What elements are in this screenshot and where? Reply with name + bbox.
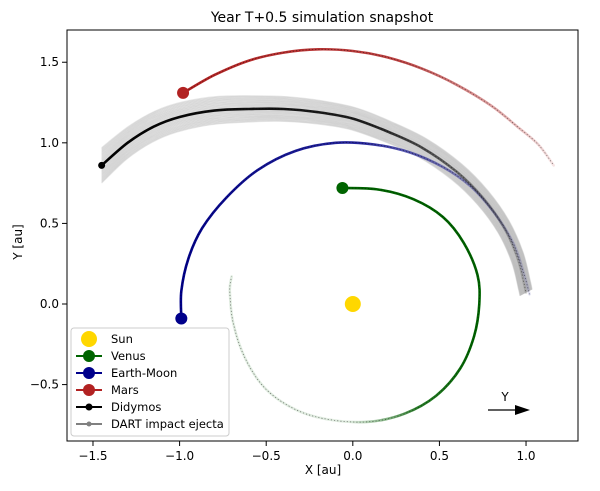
legend-label-dart-impact-ejecta: DART impact ejecta bbox=[111, 417, 224, 431]
ejecta-trajectory bbox=[101, 116, 523, 295]
legend-label-venus: Venus bbox=[111, 349, 146, 363]
ejecta-trajectory bbox=[101, 101, 530, 292]
y-tick-label: 1.0 bbox=[40, 136, 59, 150]
legend-label-earth-moon: Earth-Moon bbox=[111, 366, 177, 380]
legend-swatch-sun bbox=[81, 331, 97, 347]
earth-moon-trail bbox=[179, 141, 531, 320]
ejecta-trajectory bbox=[101, 110, 526, 294]
mars-trail-dots bbox=[182, 48, 554, 166]
legend-label-mars: Mars bbox=[111, 383, 139, 397]
ejecta-trajectory bbox=[101, 102, 530, 292]
plot-frame bbox=[66, 29, 579, 442]
direction-arrow-head bbox=[515, 405, 530, 415]
ejecta-trajectory bbox=[101, 118, 522, 296]
legend-swatch-dart-impact-ejecta bbox=[86, 421, 92, 427]
ejecta-trajectory bbox=[101, 100, 531, 291]
ejecta-trajectory bbox=[101, 109, 527, 294]
ejecta-trajectory bbox=[101, 114, 524, 295]
direction-label: Y bbox=[500, 390, 509, 404]
ejecta-trajectory bbox=[101, 103, 529, 292]
legend: Sun Venus Earth-Moon Mars Didymos DART impact… bbox=[70, 327, 230, 437]
ejecta-trajectory bbox=[101, 115, 524, 295]
ejecta-trajectory bbox=[101, 113, 524, 295]
x-tick-label: −1.5 bbox=[78, 449, 107, 463]
didymos-trail-dots bbox=[101, 108, 527, 293]
plot-area bbox=[66, 29, 579, 442]
x-tick-label: 0.5 bbox=[430, 449, 449, 463]
didymos-marker bbox=[98, 161, 106, 169]
ejecta-trajectory bbox=[101, 109, 526, 294]
earth-moon-trail-dots bbox=[180, 142, 530, 319]
ejecta-trajectory bbox=[101, 97, 532, 291]
legend-label-didymos: Didymos bbox=[111, 400, 161, 414]
ejecta-trajectory bbox=[101, 99, 531, 291]
legend-swatch-venus bbox=[83, 350, 95, 362]
legend-label-sun: Sun bbox=[111, 332, 133, 346]
x-tick-label: −1.0 bbox=[165, 449, 194, 463]
direction-indicator: Y bbox=[488, 390, 530, 415]
ejecta-trajectory bbox=[101, 96, 533, 290]
x-tick-label: −0.5 bbox=[252, 449, 281, 463]
ejecta-trajectory bbox=[101, 119, 521, 296]
y-tick-label: −0.5 bbox=[30, 378, 59, 392]
ejecta-trajectory bbox=[101, 95, 533, 290]
ejecta-trajectory bbox=[101, 101, 530, 292]
x-tick-label: 1.0 bbox=[516, 449, 535, 463]
ejecta-trajectory bbox=[101, 120, 521, 297]
ejecta-trajectory bbox=[101, 119, 522, 296]
ejecta-trajectory bbox=[101, 117, 523, 296]
ejecta-trajectory bbox=[101, 103, 529, 292]
ejecta-trajectory bbox=[101, 95, 533, 290]
y-tick-label: 0.0 bbox=[40, 297, 59, 311]
ejecta-trajectory bbox=[101, 118, 522, 296]
earth-moon-marker bbox=[175, 312, 188, 325]
axis-ticks: −1.5 −1.0 −0.5 0.0 0.5 1.0 −0.5 0.0 0.5 1.0 1.5 bbox=[30, 55, 536, 463]
y-tick-label: 0.5 bbox=[40, 216, 59, 230]
legend-swatch-didymos bbox=[85, 403, 93, 411]
chart-title: Year T+0.5 simulation snapshot bbox=[210, 10, 434, 26]
ejecta-trajectory bbox=[101, 116, 523, 295]
mars-marker bbox=[177, 86, 190, 99]
venus-trail bbox=[228, 186, 481, 424]
legend-swatch-mars bbox=[83, 384, 95, 396]
legend-swatch-earth-moon bbox=[83, 367, 95, 379]
venus-marker bbox=[336, 181, 349, 194]
ejecta-trajectory bbox=[101, 99, 531, 291]
x-tick-label: 0.0 bbox=[343, 449, 362, 463]
y-tick-label: 1.5 bbox=[40, 55, 59, 69]
ejecta-trajectory bbox=[101, 112, 525, 294]
ejecta-trajectory bbox=[101, 97, 532, 291]
ejecta-trajectory bbox=[101, 112, 525, 295]
ejecta-trajectory bbox=[101, 98, 532, 291]
sun-marker bbox=[344, 296, 361, 312]
x-axis-label: X [au] bbox=[305, 463, 341, 477]
ejecta-trajectory bbox=[101, 110, 526, 294]
ejecta-trajectory bbox=[101, 111, 525, 294]
legend-box bbox=[70, 327, 230, 437]
ejecta-trajectory bbox=[101, 114, 524, 295]
y-axis-label: Y [au] bbox=[11, 224, 25, 260]
